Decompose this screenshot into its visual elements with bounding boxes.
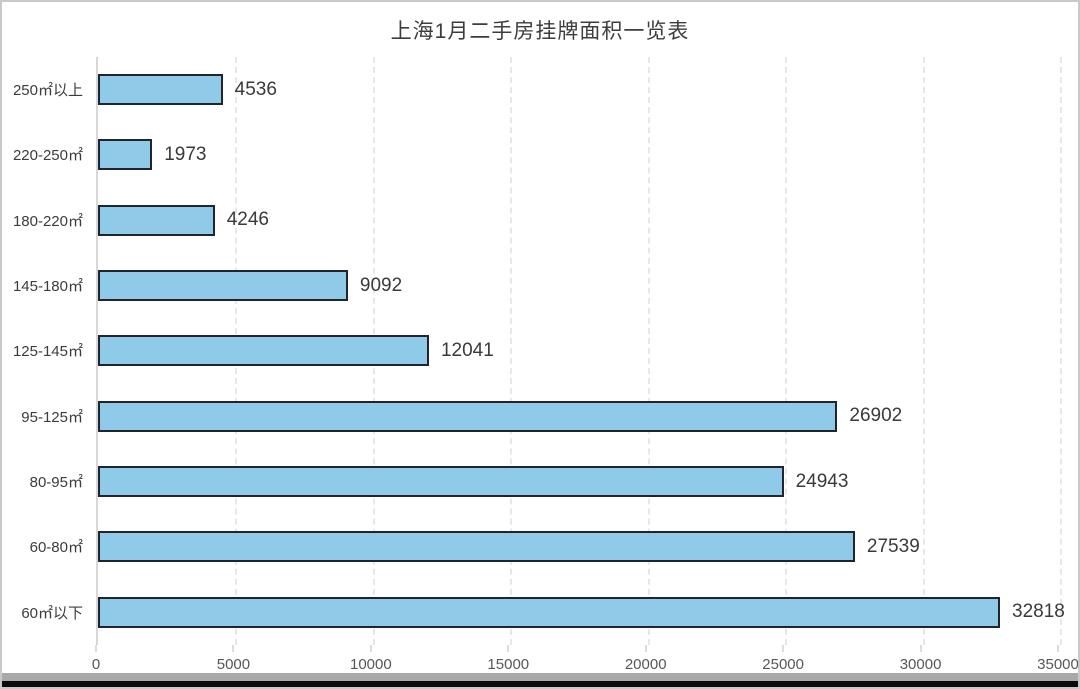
bar-row: 9092 bbox=[98, 253, 1060, 318]
x-axis: 0 5000 10000 15000 20000 25000 30000 35000 bbox=[92, 645, 1078, 679]
y-axis-labels: 250㎡以上 220-250㎡ 180-220㎡ 145-180㎡ 125-145㎡ 95… bbox=[2, 57, 90, 645]
bar-row: 24943 bbox=[98, 449, 1060, 514]
x-tick-mark bbox=[919, 645, 922, 652]
x-tick-mark bbox=[1057, 645, 1059, 652]
bar-row: 26902 bbox=[98, 384, 1060, 449]
bar-row: 4246 bbox=[98, 188, 1060, 253]
bar bbox=[98, 400, 838, 432]
x-tick-mark bbox=[232, 645, 235, 652]
x-tick-label: 15000 bbox=[487, 656, 530, 673]
x-tick-label: 0 bbox=[91, 656, 101, 673]
category-label: 220-250㎡ bbox=[12, 147, 83, 165]
x-tick-mark bbox=[782, 645, 785, 652]
bar-value-label: 9092 bbox=[359, 274, 403, 296]
window-bottom-bar bbox=[2, 673, 1078, 681]
bar-value-label: 4246 bbox=[226, 209, 269, 231]
x-tick-label: 10000 bbox=[349, 656, 392, 673]
gridline bbox=[647, 57, 650, 645]
bar bbox=[98, 139, 153, 171]
gridline bbox=[1060, 57, 1062, 645]
bar-row: 1973 bbox=[98, 122, 1060, 187]
gridline bbox=[922, 57, 925, 645]
category-label: 80-95㎡ bbox=[29, 474, 83, 492]
category-label: 250㎡以上 bbox=[12, 82, 83, 100]
x-tick-mark bbox=[95, 645, 97, 652]
x-tick-label: 20000 bbox=[624, 656, 667, 673]
bar-value-label: 26902 bbox=[849, 405, 903, 427]
bar bbox=[98, 466, 784, 498]
category-label: 125-145㎡ bbox=[12, 343, 83, 361]
x-tick-label: 35000 bbox=[1037, 656, 1079, 673]
gridline bbox=[510, 57, 513, 645]
category-label: 145-180㎡ bbox=[12, 278, 83, 296]
bar-value-label: 12041 bbox=[440, 339, 494, 361]
category-label: 95-125㎡ bbox=[21, 408, 83, 426]
window-bottom-edge bbox=[2, 681, 1078, 687]
bar-value-label: 1973 bbox=[164, 143, 207, 165]
chart-title: 上海1月二手房挂牌面积一览表 bbox=[390, 20, 690, 43]
x-tick-mark bbox=[369, 645, 372, 652]
bar-row: 12041 bbox=[98, 318, 1060, 383]
bar-value-label: 32818 bbox=[1012, 601, 1065, 623]
bar bbox=[98, 531, 855, 563]
bar-value-label: 27539 bbox=[866, 535, 920, 557]
bar-row: 32818 bbox=[98, 580, 1065, 645]
x-tick-mark bbox=[507, 645, 510, 652]
bar bbox=[98, 204, 215, 236]
bar-value-label: 4536 bbox=[234, 78, 277, 100]
x-tick-label: 5000 bbox=[216, 656, 251, 673]
category-label: 60-80㎡ bbox=[29, 539, 83, 557]
gridline bbox=[785, 57, 788, 645]
x-tick-label: 25000 bbox=[762, 656, 804, 673]
category-label: 60㎡以下 bbox=[21, 604, 83, 622]
bar-row: 4536 bbox=[98, 57, 1060, 122]
plot-area: 4536 1973 4246 9092 12041 26902 24943 27539 3281… bbox=[96, 57, 1065, 645]
bar bbox=[98, 270, 348, 302]
x-tick-label: 30000 bbox=[899, 656, 942, 673]
bar bbox=[98, 74, 223, 106]
category-label: 180-220㎡ bbox=[12, 212, 83, 230]
bar-row: 27539 bbox=[98, 514, 1060, 579]
bar bbox=[98, 596, 1001, 628]
x-tick-mark bbox=[644, 645, 647, 652]
bar-value-label: 24943 bbox=[795, 470, 849, 492]
bar bbox=[98, 335, 429, 367]
